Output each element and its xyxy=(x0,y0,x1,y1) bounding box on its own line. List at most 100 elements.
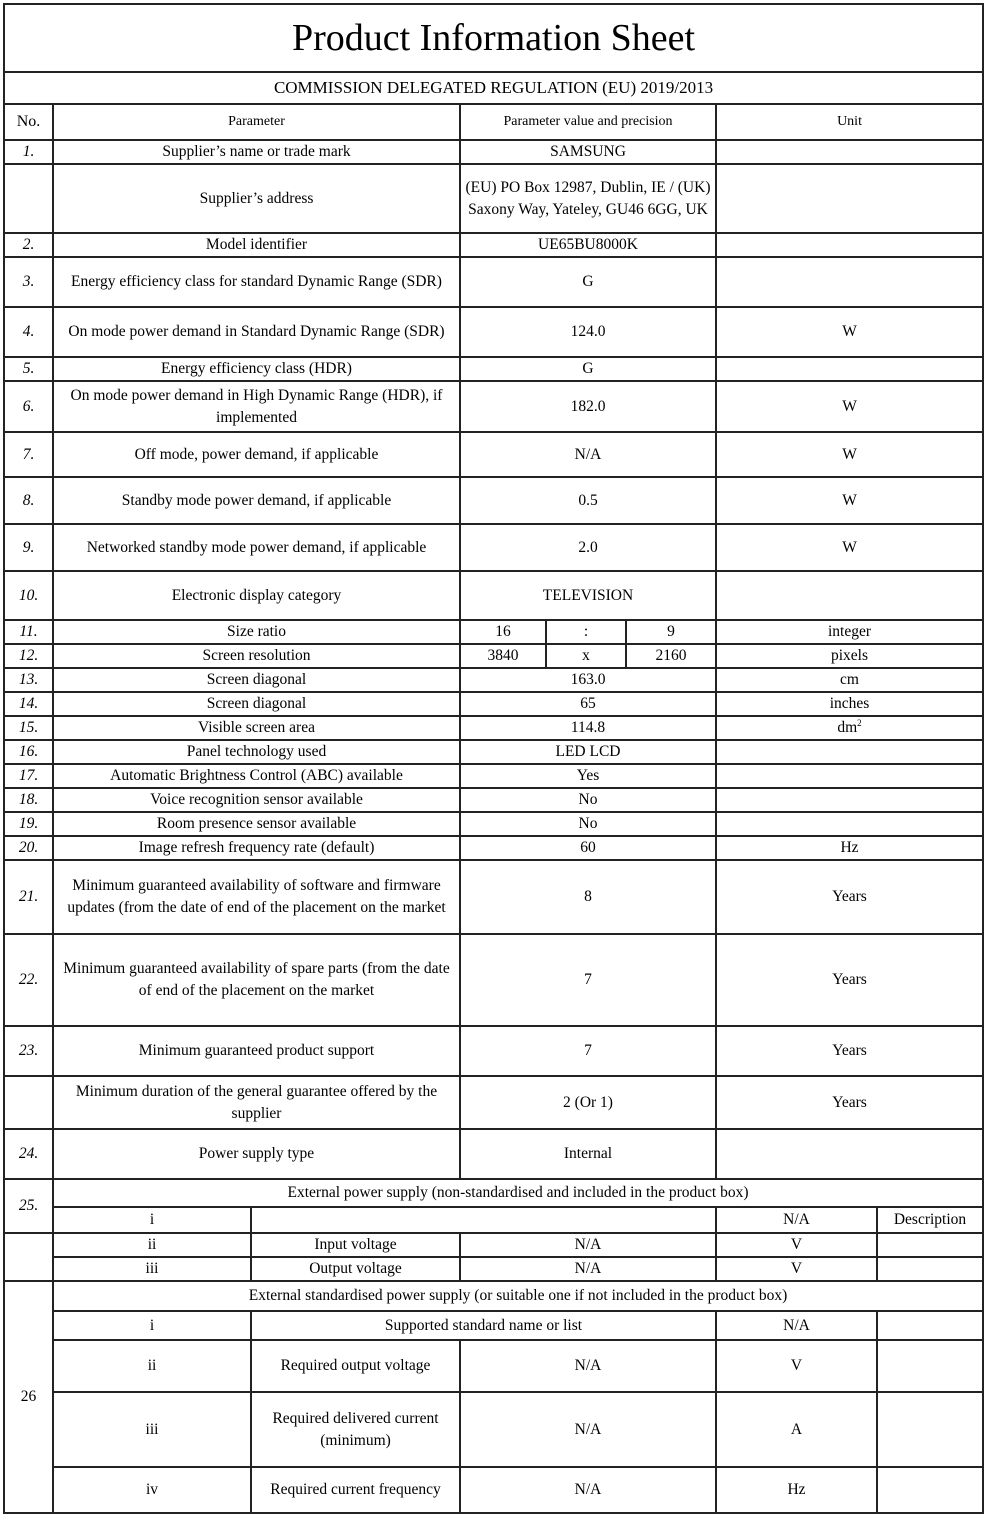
value-cell: G xyxy=(459,356,717,382)
value-cell: 8 xyxy=(459,859,717,935)
unit-cell: N/A xyxy=(715,1310,878,1341)
unit-text: inches xyxy=(829,695,870,712)
row-number: 1. xyxy=(3,139,54,165)
description-cell: Description xyxy=(875,1206,985,1234)
parameter-cell: Room presence sensor available xyxy=(52,811,461,837)
unit-text: Years xyxy=(832,971,867,988)
value-cell: UE65BU8000K xyxy=(459,232,717,258)
unit-cell xyxy=(714,1128,985,1180)
value-cell: N/A xyxy=(459,431,717,478)
value-cell: No xyxy=(459,787,717,813)
value-cell: Yes xyxy=(459,763,717,789)
unit-cell xyxy=(714,763,985,789)
section-heading: External power supply (non-standardised … xyxy=(51,1178,985,1208)
table-row: 8. Standby mode power demand, if applicab… xyxy=(3,476,985,525)
parameter-cell: Power supply type xyxy=(52,1128,461,1180)
parameter-cell: Screen resolution xyxy=(52,643,461,669)
row-number: 25. xyxy=(3,1178,54,1234)
header-value: Parameter value and precision xyxy=(459,103,717,141)
table-row: 4. On mode power demand in Standard Dynam… xyxy=(3,306,985,358)
row-number: 13. xyxy=(3,667,54,693)
header-unit: Unit xyxy=(714,103,985,141)
table-row: 7. Off mode, power demand, if applicable N… xyxy=(3,431,985,478)
table-row: 6. On mode power demand in High Dynamic R… xyxy=(3,380,985,433)
value-cell: 0.5 xyxy=(459,476,717,525)
row-number: 24. xyxy=(3,1128,54,1180)
value-cell: N/A xyxy=(459,1232,717,1258)
parameter-cell: Required delivered current (minimum) xyxy=(250,1391,461,1468)
unit-cell xyxy=(714,739,985,765)
table-row: 9. Networked standby mode power demand, i… xyxy=(3,523,985,572)
row-number: 21. xyxy=(3,859,54,935)
unit-cell xyxy=(714,139,985,165)
table-row: Minimum duration of the general guarante… xyxy=(3,1075,985,1130)
table-row: 16. Panel technology used LED LCD xyxy=(3,739,985,765)
row-number: 16. xyxy=(3,739,54,765)
table-row: 14. Screen diagonal 65 inches xyxy=(3,691,985,717)
unit-text: Years xyxy=(832,888,867,905)
value-part-cell: x xyxy=(545,643,627,669)
description-cell xyxy=(875,1310,985,1341)
unit-text: cm xyxy=(840,671,859,688)
unit-cell xyxy=(714,570,985,621)
row-number: 22. xyxy=(3,933,54,1027)
table-row: iv Required current frequency N/A Hz xyxy=(4,1466,985,1514)
unit-cell: W xyxy=(714,380,985,433)
table-row: 1. Supplier’s name or trade mark SAMSUNG xyxy=(3,139,985,165)
value-cell: SAMSUNG xyxy=(459,139,717,165)
unit-text: Years xyxy=(832,1042,867,1059)
table-row: 2. Model identifier UE65BU8000K xyxy=(3,232,985,258)
parameter-cell: Minimum guaranteed availability of spare… xyxy=(52,933,461,1027)
page-title: Product Information Sheet xyxy=(2,3,985,73)
row-number: 10. xyxy=(3,570,54,621)
parameter-cell: Output voltage xyxy=(250,1256,461,1282)
parameter-cell: Model identifier xyxy=(52,232,461,258)
table-row: 13. Screen diagonal 163.0 cm xyxy=(3,667,985,693)
description-cell xyxy=(875,1391,985,1468)
unit-cell xyxy=(714,163,985,234)
regulation-heading: COMMISSION DELEGATED REGULATION (EU) 201… xyxy=(2,71,985,105)
unit-cell xyxy=(714,787,985,813)
unit-cell xyxy=(714,356,985,382)
parameter-cell: Visible screen area xyxy=(52,715,461,741)
table-row: 20. Image refresh frequency rate (default… xyxy=(3,835,985,861)
unit-cell: pixels xyxy=(714,643,985,669)
parameter-cell: Screen diagonal xyxy=(52,691,461,717)
sub-index-cell: iii xyxy=(52,1256,252,1282)
value-cell: TELEVISION xyxy=(459,570,717,621)
parameter-cell: Minimum guaranteed availability of softw… xyxy=(52,859,461,935)
table-row: ii Required output voltage N/A V xyxy=(4,1339,985,1393)
unit-cell: Years xyxy=(714,933,985,1027)
table-row: i N/A Description xyxy=(4,1206,985,1234)
row-number: 12. xyxy=(3,643,54,669)
product-information-table: Product Information Sheet COMMISSION DEL… xyxy=(2,3,985,1514)
table-row: iii Required delivered current (minimum) N… xyxy=(4,1391,985,1468)
sub-index-cell: iii xyxy=(52,1391,252,1468)
unit-cell xyxy=(714,811,985,837)
description-cell xyxy=(875,1256,985,1282)
table-row: 24. Power supply type Internal xyxy=(3,1128,985,1180)
value-cell: 7 xyxy=(459,1025,717,1077)
row-number: 14. xyxy=(3,691,54,717)
row-number xyxy=(3,163,54,234)
sub-index-cell: i xyxy=(52,1206,252,1234)
description-cell xyxy=(875,1339,985,1393)
header-no: No. xyxy=(3,103,54,141)
unit-cell: W xyxy=(714,523,985,572)
unit-text: W xyxy=(842,323,857,340)
row-number: 6. xyxy=(3,380,54,433)
value-cell: (EU) PO Box 12987, Dublin, IE / (UK) Sax… xyxy=(459,163,717,234)
value-cell: 65 xyxy=(459,691,717,717)
unit-cell: Hz xyxy=(715,1466,878,1514)
parameter-cell: Input voltage xyxy=(250,1232,461,1258)
parameter-cell: Energy efficiency class for standard Dyn… xyxy=(52,256,461,308)
row-number: 11. xyxy=(3,619,54,645)
parameter-cell: Standby mode power demand, if applicable xyxy=(52,476,461,525)
unit-cell: V xyxy=(715,1339,878,1393)
table-row: 21. Minimum guaranteed availability of so… xyxy=(3,859,985,935)
description-cell xyxy=(875,1466,985,1514)
value-cell: 2 (Or 1) xyxy=(459,1075,717,1130)
parameter-cell: Minimum duration of the general guarante… xyxy=(52,1075,461,1130)
row-number: 26 xyxy=(3,1280,54,1514)
row-number: 2. xyxy=(3,232,54,258)
